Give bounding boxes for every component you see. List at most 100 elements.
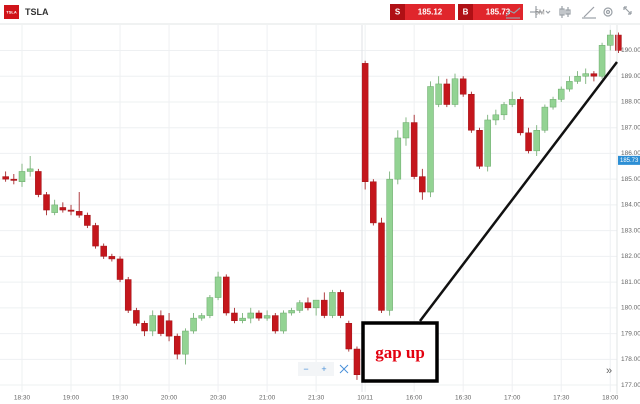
candle-body [541, 106, 549, 131]
candle-body [476, 130, 483, 167]
x-tick-label: 20:00 [161, 395, 178, 402]
candle-body [149, 315, 156, 332]
candle-body [67, 209, 75, 212]
y-tick-label: 188.00 [621, 99, 640, 106]
candle-body [18, 171, 26, 182]
zoom-out[interactable]: − [303, 364, 308, 374]
candle-body [247, 312, 255, 319]
y-tick-label: 186.00 [621, 150, 640, 157]
candles [2, 29, 622, 380]
candle-body [590, 73, 598, 77]
candle-body [214, 276, 222, 298]
candle-body [574, 75, 581, 82]
candle-body [468, 93, 475, 131]
chart-type-icon[interactable] [505, 7, 521, 19]
candle-body [615, 34, 622, 51]
candle-body [500, 104, 508, 116]
candle-body [484, 119, 491, 167]
candle-body [508, 99, 516, 105]
sell-button[interactable]: S 185.12 [390, 4, 455, 20]
buy-label: B [463, 8, 469, 17]
candle-body [124, 279, 132, 311]
y-tick-label: 183.00 [621, 227, 640, 234]
candle-body [75, 211, 83, 216]
candle-body [206, 297, 214, 316]
x-tick-label: 17:30 [553, 395, 570, 402]
x-tick-label: 10/11 [357, 395, 373, 402]
candle-body [288, 310, 295, 314]
candle-body [255, 312, 263, 319]
candle-body [198, 315, 205, 319]
candle-body [231, 312, 238, 321]
candle-body [116, 258, 124, 280]
x-tick-label: 17:00 [504, 395, 521, 402]
candle-body [492, 114, 500, 121]
candle-body [84, 214, 91, 226]
x-tick-label: 16:00 [406, 395, 423, 402]
candle-body [280, 312, 287, 332]
candle-body [329, 292, 336, 316]
candle-body [353, 348, 361, 376]
candle-body [2, 176, 9, 180]
candle-body [272, 315, 279, 332]
sell-tag [390, 4, 405, 20]
expand-icon[interactable] [623, 6, 632, 15]
candle-body [525, 132, 532, 152]
candles-icon[interactable] [559, 6, 571, 18]
last-price-label: 185.73 [620, 158, 639, 164]
y-tick-label: 179.00 [621, 330, 640, 337]
draw-icon[interactable] [582, 6, 596, 19]
candle-body [549, 99, 557, 108]
last-price-tag [618, 155, 640, 165]
x-tick-label: 18:00 [602, 395, 619, 402]
candle-body [141, 323, 148, 332]
scroll-end[interactable]: » [606, 365, 612, 377]
candle-body [296, 302, 304, 311]
zoom-in[interactable]: + [321, 364, 326, 374]
candle-body [410, 122, 418, 177]
candle-body [223, 276, 230, 314]
annotation-box [361, 321, 439, 383]
candle-body [557, 88, 565, 100]
settings-icon[interactable] [603, 7, 613, 17]
x-tick-label: 18:30 [14, 395, 31, 402]
buy-tag [458, 4, 473, 20]
candle-body [312, 299, 320, 309]
candle-body [370, 181, 377, 224]
symbol: TSLA [25, 7, 49, 17]
x-tick-label: 19:30 [112, 395, 129, 402]
y-tick-label: 178.00 [621, 356, 640, 363]
candle-body [190, 317, 197, 332]
candle-body [435, 83, 442, 105]
candle-body [92, 225, 99, 247]
candle-body [133, 310, 140, 324]
candle-body [108, 256, 116, 260]
candle-body [582, 73, 589, 77]
candle-body [165, 320, 173, 337]
candle-body [157, 315, 165, 334]
candle-body [533, 130, 540, 152]
x-tick-label: 21:00 [259, 395, 276, 402]
candle-body [51, 204, 58, 213]
candle-body [239, 317, 246, 321]
candle-body [606, 34, 614, 46]
candle-body [598, 45, 606, 77]
reset-zoom[interactable] [339, 364, 349, 374]
candle-body [459, 78, 467, 95]
candle-body [394, 137, 402, 180]
candle-body [419, 176, 426, 193]
candle-body [321, 299, 328, 316]
timeframe[interactable]: 5M [535, 9, 545, 16]
candle-body [517, 99, 524, 134]
candle-body [26, 168, 34, 172]
y-tick-label: 187.00 [621, 124, 640, 131]
candle-body [173, 335, 181, 355]
crosshair-icon[interactable] [530, 6, 542, 18]
y-tick-label: 180.00 [621, 305, 640, 312]
sell-bg [390, 4, 455, 20]
y-tick-label: 185.00 [621, 176, 640, 183]
annotation-text: gap up [375, 343, 425, 362]
candle-body [59, 207, 67, 211]
